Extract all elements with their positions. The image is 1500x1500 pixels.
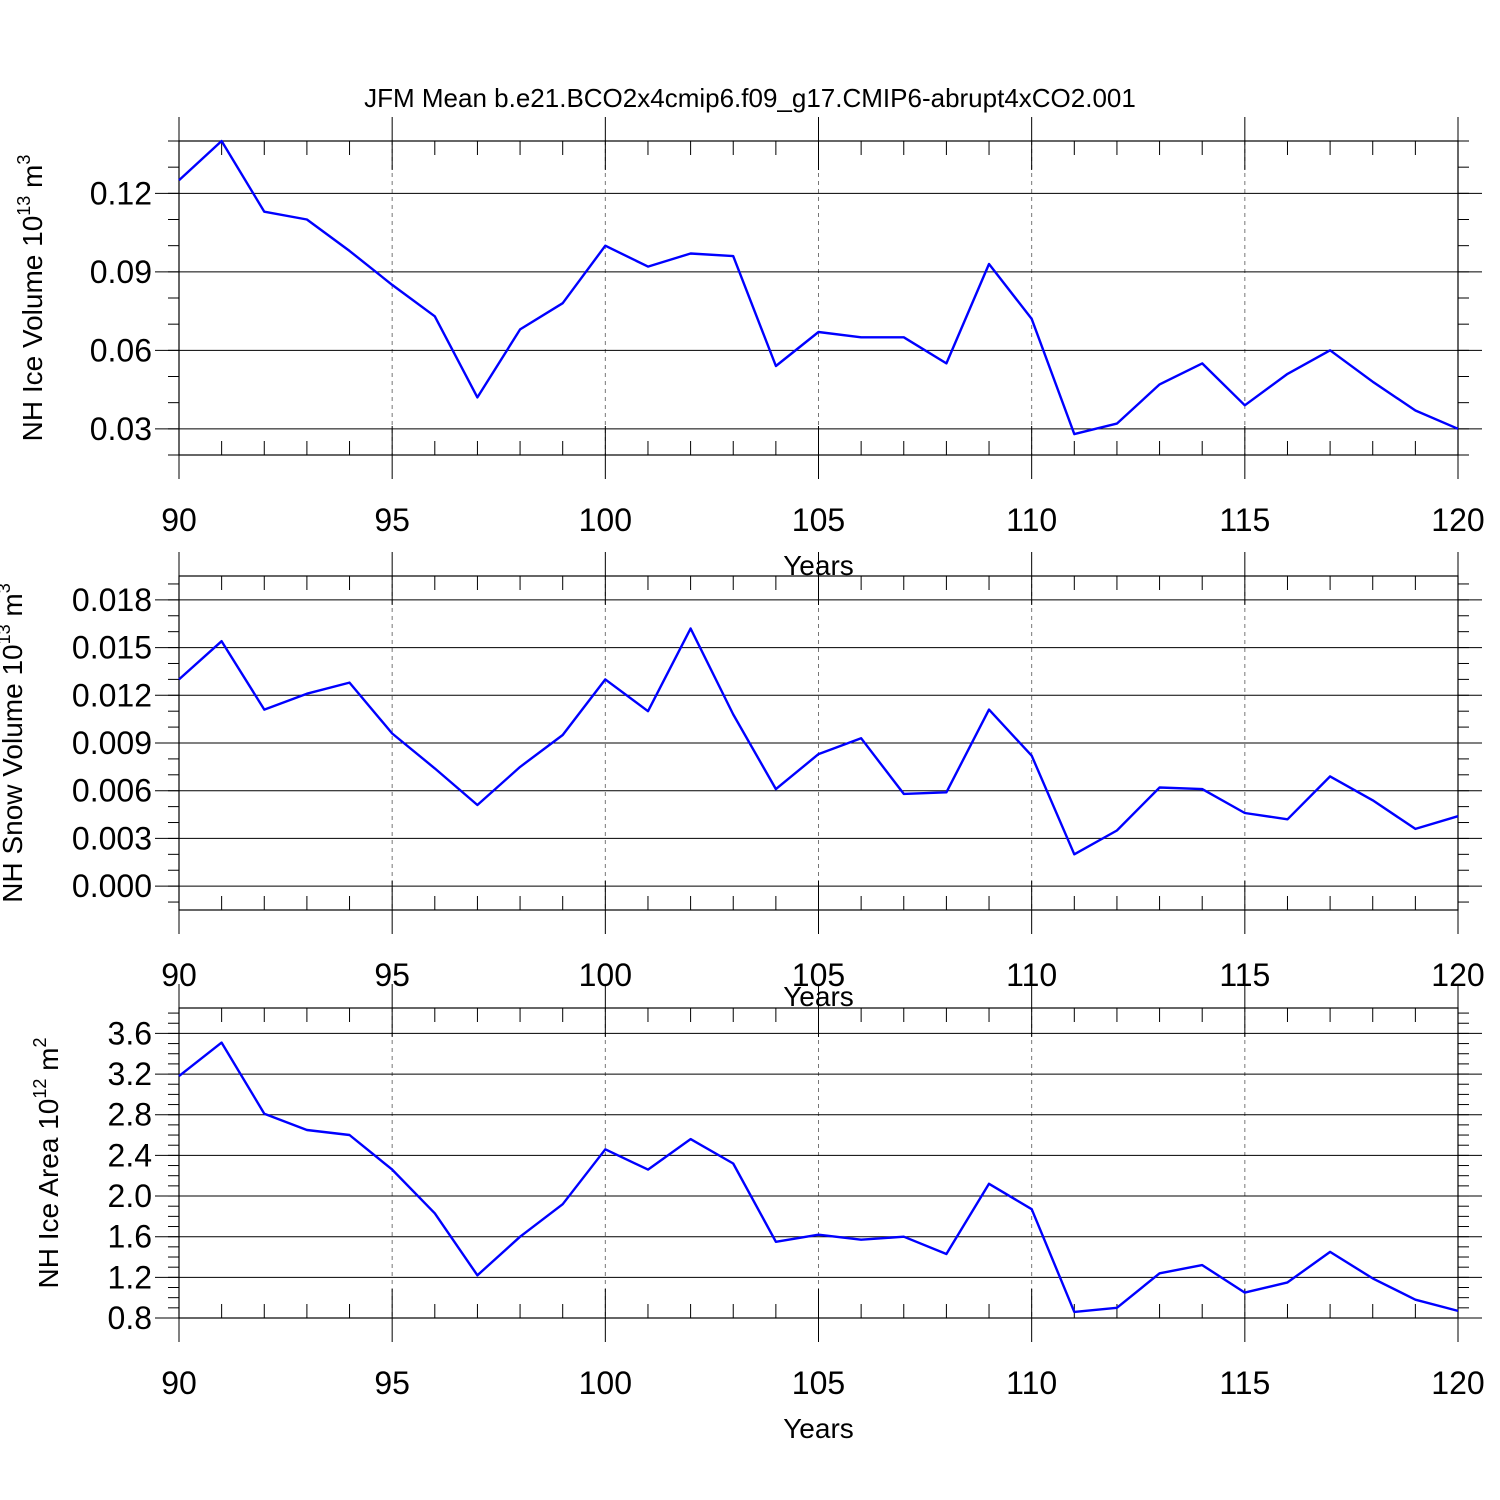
y-tick-label: 2.0 — [108, 1178, 152, 1214]
y-axis-label-exponent: 3 — [14, 155, 34, 165]
panel-3: 0.8 1.2 1.6 2.0 2.4 2.8 3.2 3.6 90 95 100 105 110 115… — [30, 984, 1485, 1444]
y-tick-label: 0.06 — [90, 332, 152, 368]
y-tick-label: 0.012 — [72, 677, 152, 713]
y-tick-label: 3.2 — [108, 1056, 152, 1092]
x-tick-label: 110 — [1006, 1365, 1057, 1401]
figure-title: JFM Mean b.e21.BCO2x4cmip6.f09_g17.CMIP6… — [364, 83, 1136, 113]
y-axis-label: NH Ice Volume 1013 m3 — [14, 155, 48, 442]
y-tick-label: 0.12 — [90, 175, 152, 211]
series-line — [178, 1041, 1459, 1314]
y-axis-label-part: NH Ice Volume 10 — [17, 216, 48, 442]
y-tick-label: 0.8 — [108, 1300, 152, 1336]
y-tick-label: 0.000 — [72, 868, 152, 904]
x-tick-label: 95 — [374, 502, 410, 538]
series-line — [178, 139, 1459, 436]
y-tick-label: 0.006 — [72, 773, 152, 809]
y-tick-label: 0.03 — [90, 411, 152, 447]
y-axis-label-part: m — [0, 593, 28, 624]
x-tick-label: 95 — [374, 1365, 410, 1401]
series-line — [178, 627, 1459, 856]
x-tick-label: 105 — [792, 1365, 845, 1401]
y-tick-label: 0.003 — [72, 820, 152, 856]
x-tick-label: 105 — [792, 502, 845, 538]
x-tick-label: 120 — [1431, 1365, 1484, 1401]
y-tick-label: 0.09 — [90, 254, 152, 290]
y-axis-label-part: NH Snow Volume 10 — [0, 644, 28, 902]
y-axis-label-exponent: 13 — [14, 196, 34, 216]
x-tick-label: 90 — [161, 502, 197, 538]
y-axis-label-part: m — [33, 1048, 64, 1079]
y-axis-label-exponent: 12 — [30, 1079, 50, 1099]
x-axis-label: Years — [783, 1413, 854, 1444]
x-tick-label: 120 — [1431, 502, 1484, 538]
y-tick-label: 1.2 — [108, 1259, 152, 1295]
y-tick-label: 0.018 — [72, 582, 152, 618]
y-tick-label: 0.015 — [72, 630, 152, 666]
y-tick-label: 0.009 — [72, 725, 152, 761]
y-tick-label: 3.6 — [108, 1015, 152, 1051]
x-tick-label: 115 — [1219, 1365, 1270, 1401]
x-tick-label: 115 — [1219, 502, 1270, 538]
x-tick-label: 100 — [579, 502, 632, 538]
y-tick-label: 2.8 — [108, 1097, 152, 1133]
y-axis-label-part: NH Ice Area 10 — [33, 1099, 64, 1289]
y-axis-label: NH Snow Volume 1013 m3 — [0, 583, 28, 903]
y-axis-label-exponent: 3 — [0, 583, 14, 593]
x-tick-label: 110 — [1006, 502, 1057, 538]
y-axis-label-part: m — [17, 165, 48, 196]
x-tick-label: 100 — [579, 1365, 632, 1401]
y-axis-label-exponent: 13 — [0, 624, 14, 644]
y-axis-label-exponent: 2 — [30, 1037, 50, 1047]
y-axis-label: NH Ice Area 1012 m2 — [30, 1037, 64, 1288]
y-tick-label: 1.6 — [108, 1219, 152, 1255]
y-tick-label: 2.4 — [108, 1137, 152, 1173]
x-tick-label: 90 — [161, 1365, 197, 1401]
